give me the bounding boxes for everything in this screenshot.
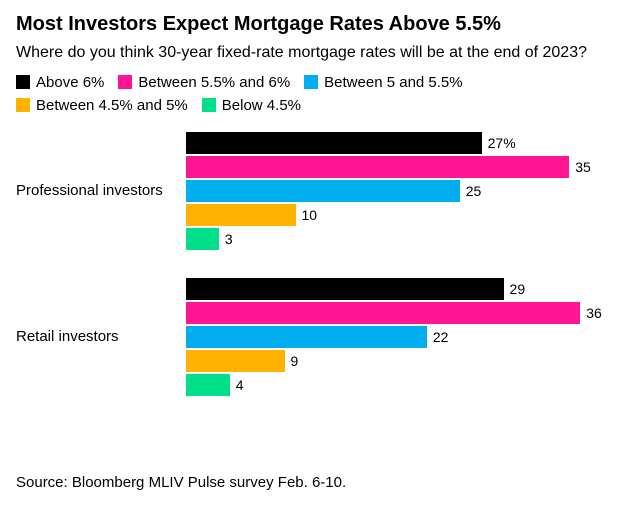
- chart-group: Retail investors 29 36 22 9 4: [16, 278, 624, 396]
- legend-label: Between 5 and 5.5%: [324, 74, 462, 91]
- source-line: Source: Bloomberg MLIV Pulse survey Feb.…: [16, 474, 346, 491]
- bar-value-label: 3: [225, 231, 233, 247]
- bar: [186, 228, 219, 250]
- bar-value-label: 35: [575, 159, 591, 175]
- bar-row: 10: [186, 204, 624, 226]
- bar-row: 25: [186, 180, 624, 202]
- bar: [186, 326, 427, 348]
- legend-swatch: [16, 75, 30, 89]
- chart-subtitle: Where do you think 30-year fixed-rate mo…: [16, 43, 624, 64]
- legend-swatch: [118, 75, 132, 89]
- legend-label: Below 4.5%: [222, 97, 301, 114]
- bar: [186, 204, 296, 226]
- legend-item: Between 4.5% and 5%: [16, 97, 188, 114]
- bar-stack: 29 36 22 9 4: [186, 278, 624, 396]
- bar-value-label: 10: [302, 207, 318, 223]
- legend-label: Above 6%: [36, 74, 104, 91]
- legend-swatch: [304, 75, 318, 89]
- bar-row: 29: [186, 278, 624, 300]
- bar-value-label: 25: [466, 183, 482, 199]
- bar: [186, 302, 580, 324]
- chart-group: Professional investors 27% 35 25 10 3: [16, 132, 624, 250]
- group-label: Retail investors: [16, 328, 186, 345]
- bar: [186, 374, 230, 396]
- legend-item: Below 4.5%: [202, 97, 301, 114]
- bar-value-label: 22: [433, 329, 449, 345]
- bar-row: 36: [186, 302, 624, 324]
- legend-item: Between 5 and 5.5%: [304, 74, 462, 91]
- group-label: Professional investors: [16, 182, 186, 199]
- legend-item: Above 6%: [16, 74, 104, 91]
- bar-row: 22: [186, 326, 624, 348]
- legend-swatch: [202, 98, 216, 112]
- bar-row: 35: [186, 156, 624, 178]
- bar-value-label: 4: [236, 377, 244, 393]
- legend: Above 6% Between 5.5% and 6% Between 5 and…: [16, 74, 624, 114]
- legend-item: Between 5.5% and 6%: [118, 74, 290, 91]
- bar-row: 4: [186, 374, 624, 396]
- legend-swatch: [16, 98, 30, 112]
- bar: [186, 350, 285, 372]
- legend-label: Between 4.5% and 5%: [36, 97, 188, 114]
- bar-value-label: 9: [291, 353, 299, 369]
- bar-stack: 27% 35 25 10 3: [186, 132, 624, 250]
- bar-chart: Professional investors 27% 35 25 10 3 Retail i…: [16, 132, 624, 396]
- bar: [186, 132, 482, 154]
- bar-row: 27%: [186, 132, 624, 154]
- bar: [186, 278, 504, 300]
- legend-label: Between 5.5% and 6%: [138, 74, 290, 91]
- chart-title: Most Investors Expect Mortgage Rates Abo…: [16, 12, 624, 37]
- bar-value-label: 27%: [488, 135, 516, 151]
- bar-value-label: 36: [586, 305, 602, 321]
- bar-row: 9: [186, 350, 624, 372]
- bar-value-label: 29: [510, 281, 526, 297]
- bar: [186, 156, 569, 178]
- bar-row: 3: [186, 228, 624, 250]
- bar: [186, 180, 460, 202]
